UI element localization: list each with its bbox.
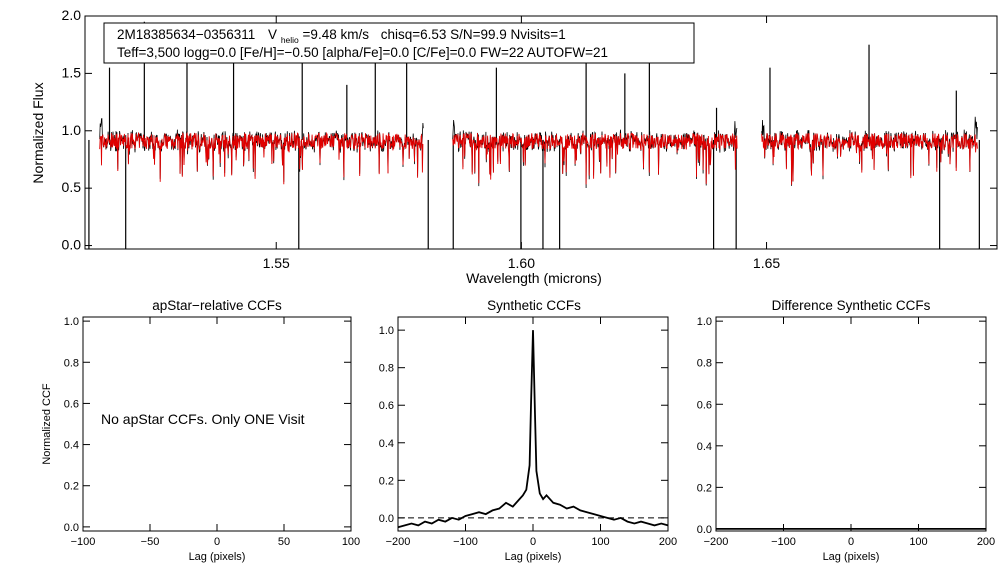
apstar-ccf-panel: apStar−relative CCFs −100 −50 0 50 100 0.0 0.2…: [41, 298, 360, 563]
spectrum-xlabel: Wavelength (microns): [466, 270, 602, 286]
ytick-label: 0.6: [64, 398, 79, 410]
difference-ccf-frame: [715, 316, 987, 532]
spectrum-panel: 1.55 1.60 1.65 0.0 0.5 1.0 1.5 2.0 2M18385634−0…: [30, 7, 998, 286]
ytick-label: 0.0: [64, 522, 79, 534]
v-label: V: [268, 27, 277, 42]
synthetic-ccf-traces: [397, 330, 669, 529]
ytick-label: 0.8: [64, 357, 79, 369]
difference-ccf-ticks: −200 −100 0 100 200 0.0 0.2 0.4 0.6 0.8 1.0: [697, 316, 995, 548]
ccf-ylabel: Normalized CCF: [41, 383, 53, 465]
xtick-label: 0: [214, 536, 220, 548]
fit-stats: chisq=6.53 S/N=99.9 Nvisits=1: [381, 27, 566, 42]
annotation-line-2: Teff=3,500 logg=0.0 [Fe/H]=−0.50 [alpha/…: [117, 45, 608, 60]
xtick-label: 1.55: [263, 255, 290, 271]
spectrum-ticks: 1.55 1.60 1.65 0.0 0.5 1.0 1.5 2.0: [62, 7, 997, 271]
xtick-label: 50: [278, 536, 290, 548]
ytick-label: 0.2: [697, 482, 712, 494]
ytick-label: 0.4: [379, 438, 394, 450]
ytick-label: 1.0: [62, 122, 82, 138]
apstar-ccf-xlabel: Lag (pixels): [189, 551, 246, 563]
spectrum-ylabel: Normalized Flux: [30, 82, 46, 183]
ytick-label: 0.5: [62, 179, 82, 195]
ytick-label: 2.0: [62, 7, 82, 23]
xtick-label: 200: [977, 536, 995, 548]
ytick-label: 1.0: [697, 316, 712, 328]
xtick-label: 200: [659, 536, 677, 548]
spectrum-frame: [84, 15, 998, 250]
ytick-label: 0.4: [64, 440, 79, 452]
ytick-label: 0.6: [379, 400, 394, 412]
apstar-ccf-title: apStar−relative CCFs: [152, 298, 282, 313]
annotation-line-1: 2M18385634−0356311 V helio =9.48 km/s ch…: [117, 27, 566, 46]
synthetic-ccf-panel: Synthetic CCFs −200 −100 0 100 200 0.0 0.2 0.4 0…: [379, 298, 677, 563]
ytick-label: 0.0: [379, 513, 394, 525]
ytick-label: 0.2: [64, 481, 79, 493]
model-spectrum-line: [452, 132, 738, 185]
v-value: =9.48 km/s: [303, 27, 370, 42]
xtick-label: 1.65: [753, 255, 780, 271]
xtick-label: 0: [848, 536, 854, 548]
synthetic-ccf-xlabel: Lag (pixels): [505, 551, 562, 563]
object-id: 2M18385634−0356311: [117, 27, 255, 42]
ytick-label: 0.0: [697, 524, 712, 536]
synthetic-ccf-ticks: −200 −100 0 100 200 0.0 0.2 0.4 0.6 0.8 1.0: [379, 317, 677, 548]
ytick-label: 0.2: [379, 475, 394, 487]
ytick-label: 0.8: [379, 363, 394, 375]
difference-ccf-xlabel: Lag (pixels): [823, 551, 880, 563]
ytick-label: 0.6: [697, 399, 712, 411]
ytick-label: 1.0: [64, 316, 79, 328]
annotation-box: [103, 22, 695, 64]
xtick-label: 0: [530, 536, 536, 548]
xtick-label: 100: [591, 536, 609, 548]
model-spectrum-line: [761, 131, 978, 185]
no-ccf-message: No apStar CCFs. Only ONE Visit: [101, 411, 305, 427]
v-subscript: helio: [281, 35, 299, 45]
xtick-label: −100: [771, 536, 796, 548]
xtick-label: −100: [453, 536, 478, 548]
xtick-label: −200: [704, 536, 729, 548]
difference-ccf-panel: Difference Synthetic CCFs −200 −100 0 100 20…: [697, 298, 995, 563]
xtick-label: 100: [342, 536, 360, 548]
synthetic-ccf-title: Synthetic CCFs: [487, 298, 581, 313]
xtick-label: 100: [909, 536, 927, 548]
ytick-label: 0.4: [697, 441, 712, 453]
difference-ccf-title: Difference Synthetic CCFs: [772, 298, 931, 313]
ytick-label: 0.8: [697, 358, 712, 370]
xtick-label: 1.60: [508, 255, 535, 271]
synthetic-ccf-line: [397, 330, 669, 529]
xtick-label: −100: [71, 536, 96, 548]
apstar-ccf-ticks: −100 −50 0 50 100 0.0 0.2 0.4 0.6 0.8 1.0: [64, 316, 360, 548]
observed-spectrum-line: [452, 119, 738, 189]
ytick-label: 0.0: [62, 237, 82, 253]
ytick-label: 1.0: [379, 325, 394, 337]
model-spectrum-line: [99, 131, 424, 185]
ytick-label: 1.5: [62, 64, 82, 80]
xtick-label: −50: [141, 536, 160, 548]
xtick-label: −200: [386, 536, 411, 548]
